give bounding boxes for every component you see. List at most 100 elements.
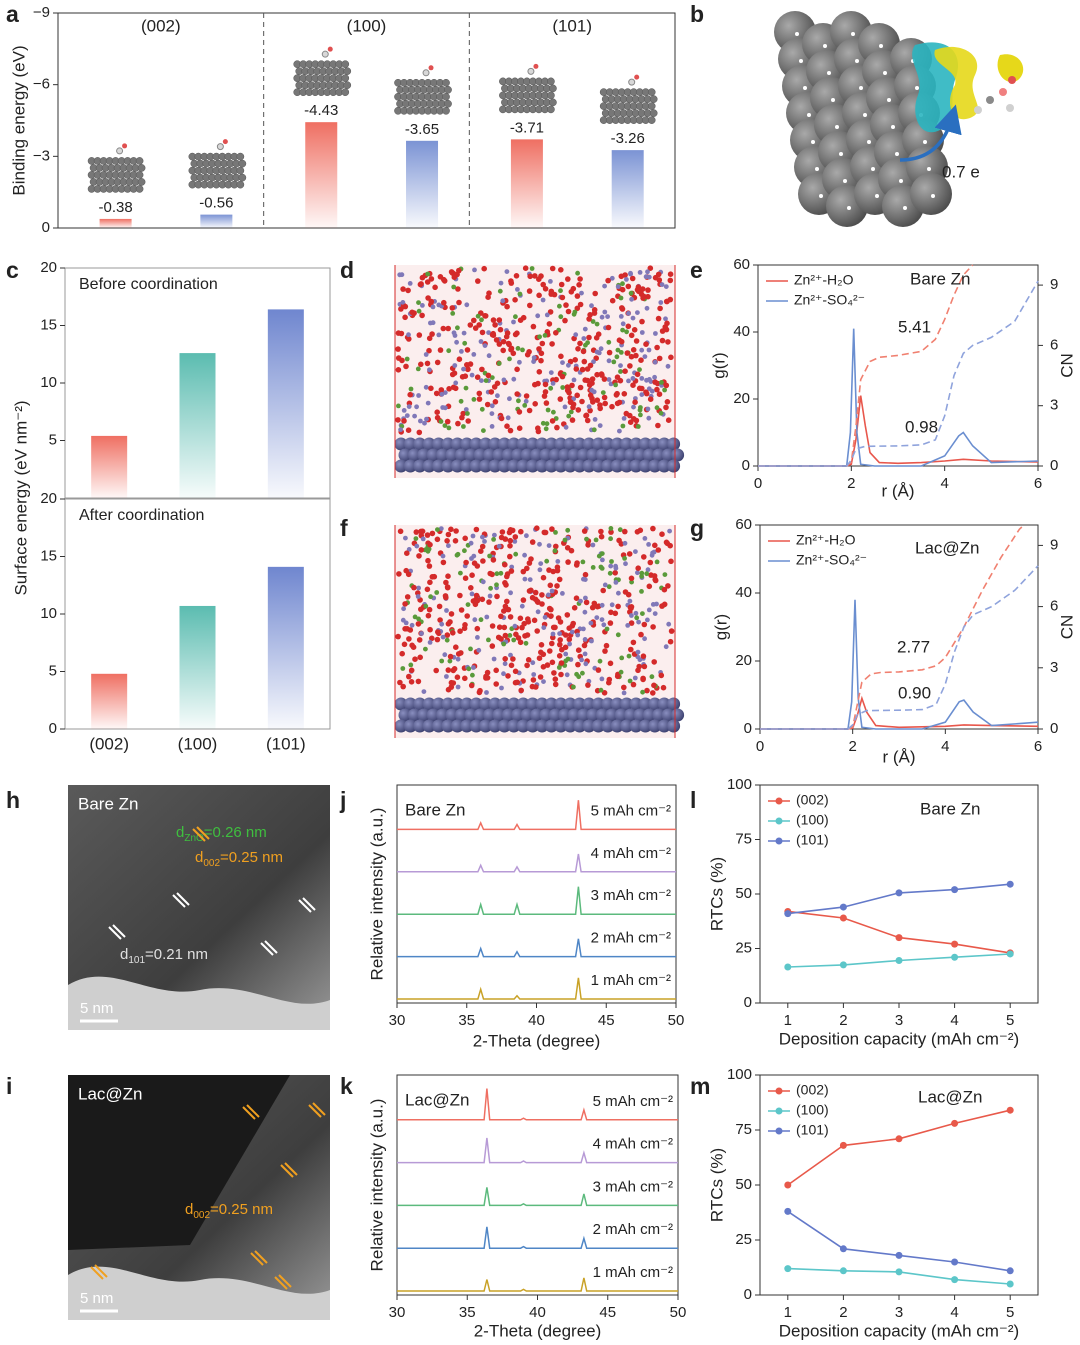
molecule — [439, 658, 445, 664]
zn-atom — [563, 697, 577, 711]
molecule — [501, 671, 506, 677]
y2-tick-label: 9 — [1050, 536, 1058, 553]
zn-atom — [544, 697, 558, 711]
molecule — [536, 655, 543, 661]
molecule — [540, 297, 546, 303]
molecule — [436, 302, 442, 308]
molecule — [407, 627, 414, 633]
x-tick-label: 1 — [784, 1304, 792, 1321]
molecule — [554, 424, 560, 431]
molecule — [640, 653, 647, 659]
molecule — [469, 591, 475, 597]
molecule — [492, 322, 498, 328]
label-tail: =0.25 nm — [220, 849, 283, 866]
molecule — [428, 276, 435, 282]
molecule — [617, 377, 624, 384]
molecule — [398, 427, 403, 433]
molecule — [628, 270, 633, 276]
molecule — [557, 637, 563, 643]
molecule — [609, 297, 616, 304]
series-line — [787, 910, 1011, 954]
molecule — [645, 269, 650, 275]
molecule — [459, 349, 464, 354]
molecule — [480, 534, 485, 540]
zn-atom — [610, 437, 624, 451]
molecule — [455, 420, 461, 427]
x-tick-label: 6 — [1034, 738, 1042, 755]
molecule — [654, 405, 660, 411]
molecule — [484, 401, 491, 408]
molecule — [550, 631, 556, 637]
molecule — [423, 352, 429, 357]
molecule — [637, 367, 642, 372]
molecule — [603, 642, 610, 649]
zn-atom — [610, 697, 624, 711]
zn-atom — [667, 459, 681, 473]
y-axis-label: RTCs (%) — [707, 857, 726, 931]
molecule — [665, 363, 671, 369]
x-tick-label: 4 — [940, 475, 948, 492]
x-tick-label: 30 — [389, 1012, 406, 1029]
legend-label: (101) — [796, 832, 829, 848]
molecule — [517, 359, 522, 365]
molecule — [532, 401, 538, 407]
zn-atom — [488, 697, 502, 711]
zn-atom — [526, 719, 540, 733]
zn-atom — [501, 708, 515, 722]
molecule — [600, 587, 606, 594]
point — [1006, 1267, 1014, 1275]
molecule — [478, 617, 484, 623]
zn-atom — [413, 437, 427, 451]
molecule — [551, 409, 556, 415]
molecule — [619, 286, 626, 293]
molecule — [499, 529, 506, 535]
zn-atom — [460, 459, 474, 473]
molecule — [594, 349, 600, 355]
molecule — [563, 424, 569, 430]
label-tail: =0.26 nm — [204, 824, 267, 841]
molecule — [579, 290, 584, 296]
legend-label: 4 mAh cm⁻² — [591, 845, 671, 862]
molecule — [401, 408, 407, 413]
x-tick-label: 3 — [895, 1304, 903, 1321]
molecule-atom — [628, 78, 636, 86]
zn-atom — [413, 459, 427, 473]
molecule — [409, 642, 415, 649]
slab-atom — [442, 106, 450, 115]
molecule — [433, 667, 440, 674]
molecule — [436, 332, 442, 338]
molecule — [586, 334, 592, 341]
molecule — [646, 542, 651, 547]
molecule — [462, 535, 469, 542]
legend-label: (002) — [796, 1082, 829, 1098]
molecule — [644, 305, 650, 311]
point — [1006, 1106, 1014, 1114]
molecule — [507, 537, 514, 544]
molecule — [511, 319, 516, 325]
zn-atom — [422, 459, 436, 473]
molecule — [541, 679, 546, 684]
label-sub: 002 — [193, 1210, 210, 1221]
molecule — [476, 322, 483, 328]
x-tick-label: 40 — [529, 1304, 546, 1321]
molecule — [668, 628, 675, 634]
zn-atom — [591, 459, 605, 473]
y-tick-label: 75 — [735, 830, 752, 847]
molecule — [480, 579, 486, 585]
zn-atom — [450, 719, 464, 733]
molecule — [438, 387, 445, 393]
molecule — [623, 561, 628, 567]
legend-label: 1 mAh cm⁻² — [591, 972, 671, 989]
molecule — [444, 538, 450, 544]
molecule — [533, 684, 539, 690]
molecule — [471, 352, 477, 357]
point — [951, 1258, 959, 1266]
molecule — [654, 386, 660, 393]
molecule — [479, 543, 486, 550]
legend-marker — [775, 837, 783, 845]
molecule — [552, 548, 558, 554]
zn-atom — [648, 437, 662, 451]
atom-highlight — [875, 194, 879, 198]
molecule — [630, 382, 636, 389]
molecule — [441, 276, 447, 283]
